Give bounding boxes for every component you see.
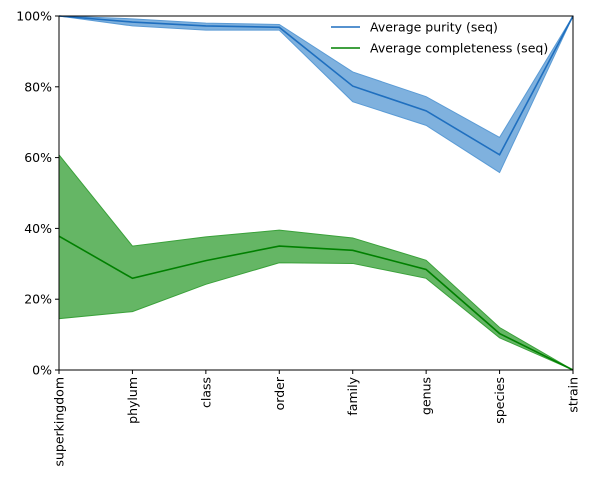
x-tick-label: family [345,376,360,415]
series-1-line [58,235,574,371]
confidence-bands [58,15,574,371]
y-tick-label: 20% [24,292,52,307]
y-tick-label: 60% [24,150,52,165]
y-tick-label: 100% [16,9,52,24]
x-tick-label: class [198,377,213,408]
x-tick-label: order [272,376,287,410]
y-tick-label: 0% [32,363,52,378]
x-axis: superkingdom phylum class order family genus s… [52,370,581,467]
y-tick-label: 80% [24,79,52,94]
plot-frame [58,15,574,371]
series-lines [58,15,574,371]
x-tick-label: species [492,377,507,424]
y-axis: 0% 20% 40% 60% 80% 100% [16,9,59,378]
legend: Average purity (seq) Average completeness… [331,20,548,56]
series-0-line [58,15,574,156]
x-tick-label: phylum [125,377,140,424]
series-1-band [58,153,574,371]
series-0-band [58,15,574,174]
legend-label: Average completeness (seq) [370,41,548,56]
x-tick-label: genus [419,377,434,415]
legend-label: Average purity (seq) [370,20,498,35]
x-tick-label: strain [566,377,581,413]
y-tick-label: 40% [24,221,52,236]
x-tick-label: superkingdom [52,377,67,467]
